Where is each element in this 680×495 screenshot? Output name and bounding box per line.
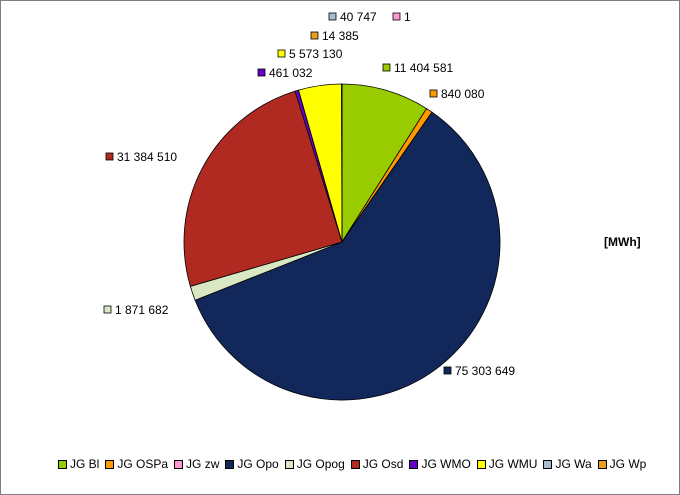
- legend-swatch: [58, 459, 67, 469]
- data-label-swatch: [443, 366, 452, 375]
- legend-swatch: [284, 459, 294, 469]
- legend-swatch: [597, 459, 607, 469]
- legend-item: JG Wa: [543, 457, 592, 471]
- data-label-swatch: [310, 31, 319, 40]
- legend-swatch: [350, 459, 360, 469]
- legend-label: JG Opo: [237, 457, 279, 471]
- data-label: 75 303 649: [455, 364, 515, 378]
- legend-item: JG WMU: [476, 457, 538, 471]
- data-label: 31 384 510: [117, 150, 177, 164]
- legend-label: JG OSPa: [117, 457, 169, 471]
- legend-swatch: [105, 459, 115, 469]
- data-label: 840 080: [441, 87, 485, 101]
- data-label-swatch: [429, 89, 438, 98]
- data-label: 461 032: [269, 66, 313, 80]
- data-label: 11 404 581: [394, 61, 453, 75]
- pie-slice-jg-osd: [183, 90, 343, 287]
- data-label-swatch: [257, 68, 266, 77]
- data-label: 1 871 682: [115, 303, 169, 317]
- pie-slices: [183, 83, 501, 401]
- legend-swatch: [543, 459, 553, 469]
- data-label-swatch: [328, 12, 337, 21]
- legend-item: JG Opog: [284, 457, 345, 471]
- data-label-swatch: [277, 49, 286, 58]
- legend-label: JG WMO: [421, 457, 471, 471]
- legend-item: JG Opo: [225, 457, 279, 471]
- legend-label: JG Wa: [555, 457, 592, 471]
- data-label-swatch: [392, 12, 401, 21]
- legend-label: JG Bl: [70, 457, 100, 471]
- legend-item: JG Wp: [597, 457, 647, 471]
- data-label: 5 573 130: [289, 47, 343, 61]
- data-label-swatch: [103, 305, 112, 314]
- legend-item: JG WMO: [409, 457, 471, 471]
- pie-slice-jg-opo: [194, 111, 501, 401]
- data-label: 1: [404, 10, 411, 24]
- legend-item: JG Bl: [58, 457, 99, 471]
- legend-label: JG WMU: [488, 457, 538, 471]
- legend-item: JG OSPa: [105, 457, 168, 471]
- legend-item: JG Osd: [350, 457, 404, 471]
- data-label: 40 747: [340, 10, 377, 24]
- legend-swatch: [225, 459, 235, 469]
- legend-swatch: [174, 459, 184, 469]
- legend-item: JG zw: [174, 457, 219, 471]
- legend-label: JG Wp: [609, 457, 647, 471]
- legend-label: JG Osd: [362, 457, 404, 471]
- data-label-swatch: [105, 152, 114, 161]
- legend-swatch: [476, 459, 486, 469]
- data-label: 14 385: [322, 29, 359, 43]
- pie-slice-jg-bl: [341, 83, 428, 244]
- data-label-swatch: [382, 63, 391, 72]
- legend-label: JG zw: [186, 457, 220, 471]
- unit-label: [MWh]: [604, 235, 641, 249]
- legend: JG Bl JG OSPa JG zw JG Opo JG Opog JG Osd JG W…: [58, 457, 652, 471]
- legend-swatch: [409, 459, 419, 469]
- data-labels: 11 404 581 840 080 1 75 303 649 1 871 682 31 …: [103, 10, 515, 378]
- legend-label: JG Opog: [296, 457, 345, 471]
